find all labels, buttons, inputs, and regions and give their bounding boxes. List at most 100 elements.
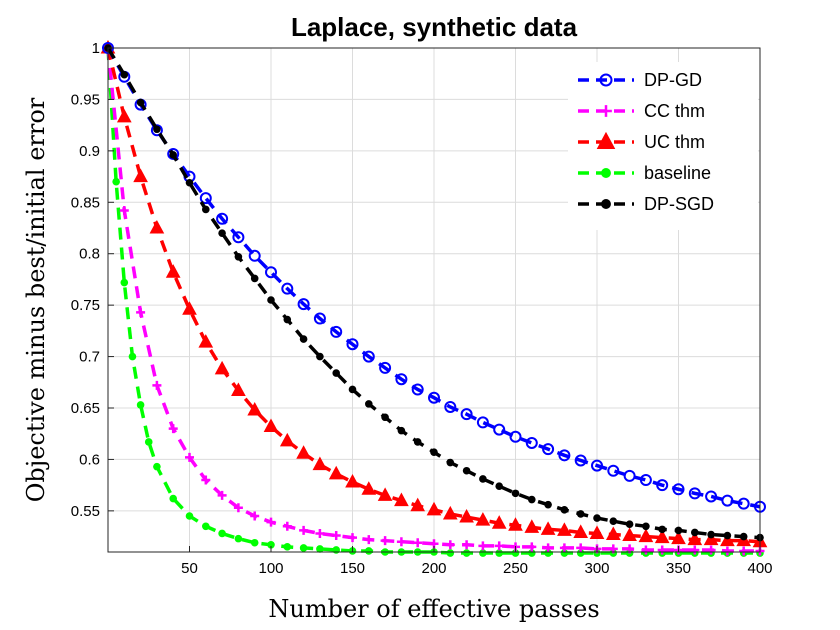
data-point [411,383,424,396]
data-point [112,177,120,186]
data-point [202,522,210,531]
data-point [185,512,194,520]
data-point [560,549,569,557]
data-point [198,334,214,348]
data-point [509,430,522,443]
legend-label: baseline [644,163,711,183]
data-point [218,529,226,538]
data-point [381,413,389,422]
data-point [201,475,211,485]
data-point [136,307,146,317]
data-point [380,536,390,546]
data-point [430,448,438,457]
data-point [462,466,471,475]
data-point [479,549,487,557]
data-point [116,108,132,123]
legend-swatch-marker [596,131,616,149]
data-point [362,350,375,363]
data-point [248,249,261,262]
data-point [491,515,507,529]
data-point [576,510,585,518]
data-point [267,296,275,304]
data-point [234,252,243,261]
data-point [345,474,360,488]
data-point [299,335,308,343]
data-point [396,537,406,547]
x-axis-label: Number of effective passes [268,595,599,623]
legend-label: CC thm [644,101,705,121]
data-point [169,494,177,503]
data-point [282,521,292,531]
chart-title: Laplace, synthetic data [291,12,578,42]
data-point [511,549,520,557]
x-tick-label: 50 [181,560,198,577]
series-dp-sgd [104,44,764,542]
data-point [168,424,178,434]
data-point [657,545,667,555]
data-point [413,538,423,548]
data-point [688,487,701,500]
data-point [167,147,180,160]
legend-swatch-marker [600,105,612,117]
data-point [348,533,357,543]
data-point [511,489,520,498]
data-point [691,528,699,537]
data-point [231,382,246,397]
data-point [543,543,553,553]
data-point [622,527,637,542]
data-point [607,464,620,477]
y-axis-label: Objective minus best/initial error [22,97,50,502]
x-tick-label: 350 [666,560,691,577]
y-tick-label: 0.95 [71,91,100,108]
data-point [723,531,732,540]
data-point [560,506,569,514]
legend-swatch-marker [601,199,611,209]
data-point [705,490,718,503]
y-tick-label: 0.8 [79,246,100,263]
data-point [642,522,650,531]
y-tick-label: 0.9 [79,143,100,160]
data-point [495,482,504,490]
data-point [283,543,292,551]
data-point [153,462,161,471]
data-point [152,380,162,390]
legend-item: UC thm [578,131,705,152]
data-point [136,98,145,107]
data-point [250,511,260,521]
data-point [234,534,243,543]
data-point [542,443,555,456]
data-point [299,544,308,552]
data-point [446,549,455,557]
legend: DP-GD CC thm UC thm baseline DP-SGD [568,62,758,230]
data-point [332,546,341,554]
data-point [722,546,732,556]
legend-label: UC thm [644,132,705,152]
legend-label: DP-GD [644,70,702,90]
data-point [524,519,540,533]
data-point [214,360,230,375]
y-tick-label: 0.65 [71,400,100,417]
data-point [133,168,148,183]
y-tick-label: 1 [92,40,100,57]
data-point [315,528,325,538]
data-point [508,517,523,531]
data-point [199,192,212,205]
data-point [150,124,163,137]
data-point [217,490,227,500]
data-point [478,541,488,551]
series-uc-thm [100,39,768,548]
data-point [247,402,263,416]
x-tick-label: 300 [584,560,609,577]
data-point [625,520,634,529]
data-point [460,408,473,421]
x-tick-label: 200 [421,560,446,577]
data-point [576,549,585,557]
data-point [687,531,703,546]
data-point [574,454,587,467]
data-point [739,532,748,541]
data-point [233,503,243,513]
series-dp-gd [102,42,766,513]
data-point [348,385,357,394]
